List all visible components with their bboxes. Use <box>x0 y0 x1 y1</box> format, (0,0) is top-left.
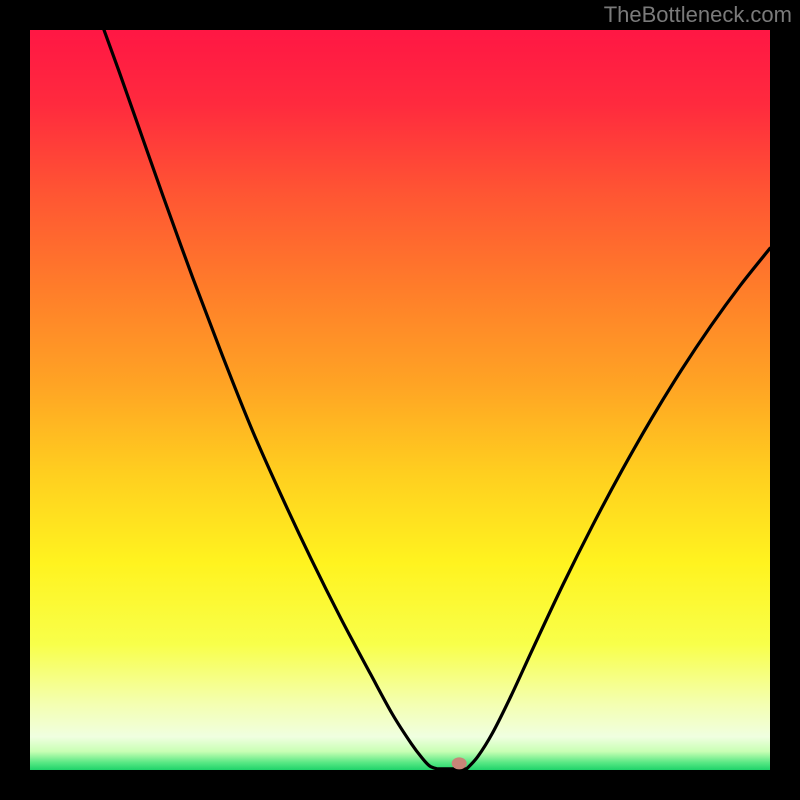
watermark-label: TheBottleneck.com <box>604 2 792 28</box>
chart-container: TheBottleneck.com <box>0 0 800 800</box>
bottleneck-chart <box>0 0 800 800</box>
optimum-marker <box>452 757 467 769</box>
gradient-background <box>30 30 770 770</box>
